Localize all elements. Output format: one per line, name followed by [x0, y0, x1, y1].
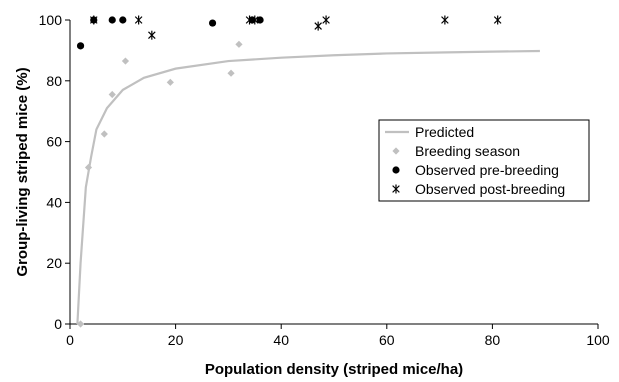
observed-pre-breeding-point	[248, 16, 256, 24]
y-tick-label: 80	[46, 73, 62, 89]
observed-post-breeding-point	[441, 15, 449, 25]
breeding-season-point	[76, 320, 85, 328]
data-marks	[76, 15, 540, 328]
x-tick-label: 60	[379, 332, 395, 348]
observed-post-breeding-point	[322, 15, 330, 25]
breeding-season-point	[100, 130, 108, 138]
legend: Predicted Breeding season Observed pre-bre…	[378, 119, 590, 202]
y-tick-label: 20	[46, 255, 62, 271]
breeding-season-point	[166, 78, 174, 86]
breeding-season-point	[227, 69, 235, 77]
legend-box	[378, 119, 590, 202]
breeding-season-point	[121, 57, 130, 65]
observed-pre-breeding-point	[76, 42, 85, 50]
breeding-season-point	[235, 40, 243, 48]
legend-swatch-asterisk	[392, 184, 400, 194]
legend-entry: Breeding season	[415, 143, 520, 159]
legend-entry: Observed pre-breeding	[415, 162, 559, 178]
observed-pre-breeding-point	[208, 19, 217, 27]
y-tick-label: 0	[54, 316, 62, 332]
observed-post-breeding-point	[89, 15, 98, 25]
x-tick-label: 100	[586, 332, 610, 348]
x-tick-label: 0	[66, 332, 74, 348]
x-tick-label: 20	[168, 332, 184, 348]
breeding-season-point	[84, 163, 93, 172]
legend-entry: Observed post-breeding	[415, 181, 565, 197]
y-tick-label: 40	[46, 194, 62, 210]
observed-pre-breeding-point	[119, 16, 127, 24]
observed-post-breeding-point	[251, 15, 259, 25]
legend-swatch-diamond	[392, 147, 400, 155]
predicted-line	[76, 49, 540, 325]
observed-pre-breeding-point	[108, 16, 116, 24]
axes	[65, 19, 599, 329]
legend-swatch-circle	[392, 166, 400, 174]
breeding-season-point	[108, 90, 116, 99]
observed-post-breeding-point	[134, 15, 143, 25]
observed-post-breeding-point	[314, 21, 322, 31]
observed-post-breeding-point	[148, 30, 156, 40]
observed-pre-breeding-point	[256, 16, 264, 24]
x-tick-label: 40	[273, 332, 289, 348]
y-axis-label: Group-living striped mice (%)	[14, 67, 31, 276]
y-tick-label: 60	[46, 134, 62, 150]
tick-labels: 0 20 40 60 80 100 0 20 40 60 80 100	[39, 12, 610, 348]
observed-post-breeding-point	[493, 15, 502, 25]
y-tick-label: 100	[39, 12, 63, 28]
x-tick-label: 80	[485, 332, 501, 348]
legend-entry: Predicted	[415, 124, 474, 140]
x-axis-label: Population density (striped mice/ha)	[205, 361, 463, 378]
